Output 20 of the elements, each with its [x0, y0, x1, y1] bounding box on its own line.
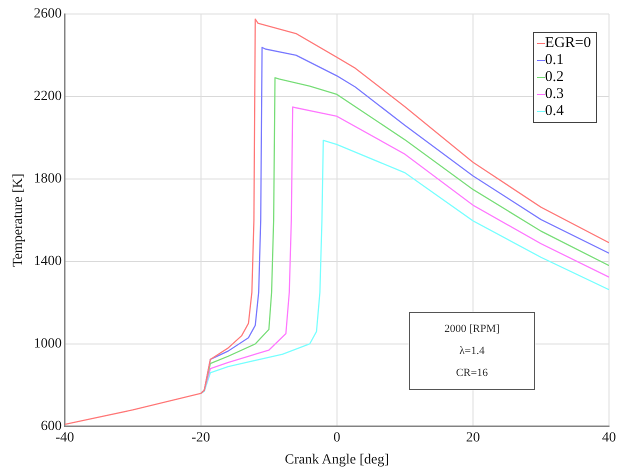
annotation: 2000 [RPM] [443, 323, 501, 336]
y-tick-label: 1000 [34, 336, 62, 352]
annotation: CR=16 [455, 367, 489, 380]
y-tick-label: 1800 [34, 172, 62, 187]
legend-label: 0.4 [545, 103, 564, 119]
x-axis-title: Crank Angle [deg] [284, 452, 389, 468]
annotation: λ=1.4 [458, 345, 486, 358]
y-axis-title: Temperature [K] [11, 173, 26, 267]
legend-label: 0.2 [545, 69, 564, 85]
x-tick-label: 0 [333, 430, 340, 446]
note-frame: 2000 [RPM] λ=1.4 CR=16 [409, 312, 535, 390]
legend-label: EGR=0 [545, 35, 591, 51]
x-tick-label: 40 [602, 430, 616, 446]
x-tick-label: -20 [192, 430, 210, 446]
y-tick-label: 2200 [34, 89, 62, 104]
legend-label: 0.1 [545, 52, 564, 68]
y-tick-label: 1400 [34, 254, 62, 270]
x-tick-label: 20 [466, 430, 480, 446]
legend-label: 0.3 [545, 86, 564, 102]
y-tick-label: 2600 [34, 6, 62, 22]
